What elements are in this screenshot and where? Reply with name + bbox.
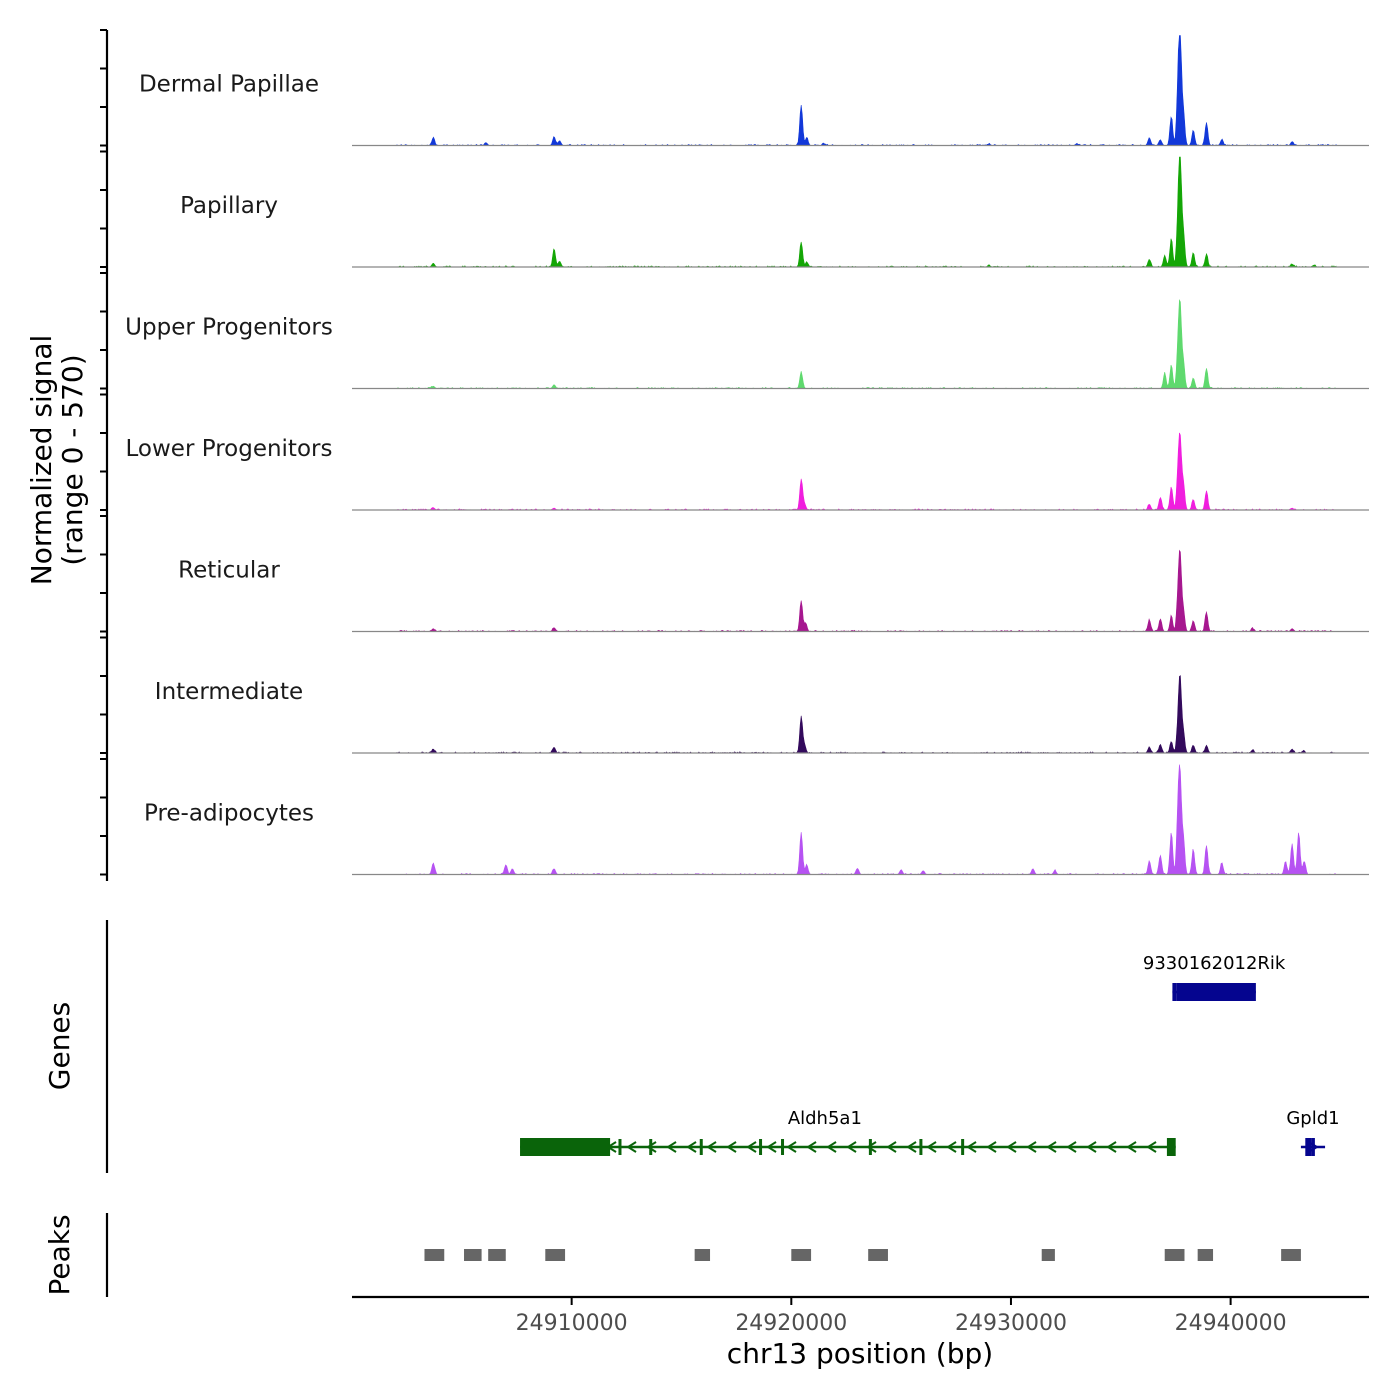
strand-chevron xyxy=(1026,1141,1037,1153)
signal-y-ticks xyxy=(100,29,107,876)
strand-chevron xyxy=(886,1141,897,1153)
strand-chevron xyxy=(646,1141,657,1153)
strand-chevron xyxy=(706,1141,717,1153)
gene-exon-block xyxy=(1311,1138,1315,1156)
track-label: Pre-adipocytes xyxy=(144,801,314,827)
track-pre-adipocytes: Pre-adipocytes xyxy=(144,764,1369,876)
genes-panel-label: Genes xyxy=(43,1002,76,1090)
strand-chevron xyxy=(806,1141,817,1153)
strand-chevron xyxy=(746,1141,757,1153)
coverage-area xyxy=(394,35,1337,146)
peak-region xyxy=(1197,1249,1214,1261)
gene-label: Gpld1 xyxy=(1286,1108,1339,1129)
peak-region xyxy=(545,1249,566,1261)
gene-gpld1: Gpld1 xyxy=(1286,1108,1340,1156)
strand-chevron xyxy=(846,1141,857,1153)
track-lower-progenitors: Lower Progenitors xyxy=(126,432,1369,511)
strand-chevron xyxy=(826,1141,837,1153)
coverage-area xyxy=(395,549,1337,632)
strand-chevron xyxy=(666,1141,677,1153)
x-axis-ticks: 24910000 24920000 24930000 24940000 xyxy=(516,1297,1287,1336)
coverage-area xyxy=(395,298,1338,389)
strand-chevron xyxy=(1086,1141,1097,1153)
coverage-tracks: Dermal Papillae Papillary Upper Progenitor… xyxy=(125,35,1369,876)
gene-exon xyxy=(759,1139,763,1155)
y-axis-title-line-1: Normalized signal xyxy=(25,335,58,586)
track-dermal-papillae: Dermal Papillae xyxy=(139,35,1369,147)
y-axis-title-line-2: (range 0 - 570) xyxy=(56,354,89,565)
gene-exon-block xyxy=(1172,983,1177,1001)
peak-region xyxy=(424,1249,445,1261)
gene-exon xyxy=(699,1139,703,1155)
strand-chevron xyxy=(966,1141,977,1153)
x-axis-title: chr13 position (bp) xyxy=(727,1337,993,1370)
gene-exon xyxy=(961,1139,965,1155)
track-intermediate: Intermediate xyxy=(155,675,1369,754)
gene-aldh5a1: Aldh5a1 xyxy=(520,1108,1176,1156)
peak-region xyxy=(791,1249,812,1261)
strand-chevron xyxy=(1046,1141,1057,1153)
peak-region xyxy=(1164,1249,1185,1261)
peak-region xyxy=(868,1249,888,1261)
strand-chevron xyxy=(986,1141,997,1153)
strand-chevron xyxy=(626,1141,637,1153)
track-label: Intermediate xyxy=(155,679,303,705)
peak-region xyxy=(464,1249,482,1261)
track-label: Dermal Papillae xyxy=(139,72,319,98)
strand-chevron xyxy=(686,1141,697,1153)
x-tick-label: 24930000 xyxy=(955,1311,1067,1336)
strand-chevron xyxy=(766,1141,777,1153)
axis-lines xyxy=(105,30,1369,1299)
peak-region xyxy=(694,1249,711,1261)
strand-chevron xyxy=(1126,1141,1137,1153)
strand-chevron xyxy=(1106,1141,1117,1153)
gene-track: 9330162012Rik Aldh5a1 Gpld1 xyxy=(520,953,1340,1156)
x-tick-label: 24910000 xyxy=(516,1311,628,1336)
peak-region xyxy=(488,1249,506,1261)
gene-exon-block xyxy=(1166,1138,1176,1156)
strand-chevron xyxy=(1146,1141,1157,1153)
y-axis-title: Normalized signal (range 0 - 570) xyxy=(25,335,89,586)
strand-chevron xyxy=(726,1141,737,1153)
strand-chevron xyxy=(1006,1141,1017,1153)
gene-exon xyxy=(781,1139,785,1155)
peak-track xyxy=(424,1249,1301,1261)
gene-label: Aldh5a1 xyxy=(788,1108,862,1129)
gene-exon-block xyxy=(520,1138,611,1156)
track-label: Upper Progenitors xyxy=(125,315,333,341)
strand-chevron xyxy=(946,1141,957,1153)
x-tick-label: 24940000 xyxy=(1175,1311,1287,1336)
gene-exon xyxy=(618,1139,622,1155)
peak-region xyxy=(1281,1249,1301,1261)
gene-exon xyxy=(649,1139,653,1155)
x-tick-label: 24920000 xyxy=(735,1311,847,1336)
coverage-area xyxy=(395,432,1337,511)
strand-chevron xyxy=(906,1141,917,1153)
coverage-area xyxy=(395,675,1337,754)
track-reticular: Reticular xyxy=(178,549,1369,633)
peaks-panel-label: Peaks xyxy=(43,1214,76,1295)
gene-exon-block xyxy=(1305,1138,1312,1156)
strand-chevron xyxy=(786,1141,797,1153)
gene-exon xyxy=(919,1139,923,1155)
track-papillary: Papillary xyxy=(180,156,1369,268)
gene-exon-block xyxy=(1176,983,1256,1001)
gene-label: 9330162012Rik xyxy=(1143,953,1286,974)
gene-9330162012rik: 9330162012Rik xyxy=(1143,953,1286,1001)
strand-chevron xyxy=(866,1141,877,1153)
strand-chevron xyxy=(1066,1141,1077,1153)
strand-chevron xyxy=(926,1141,937,1153)
track-label: Lower Progenitors xyxy=(126,436,333,462)
track-upper-progenitors: Upper Progenitors xyxy=(125,298,1369,390)
peak-region xyxy=(1041,1249,1055,1261)
coverage-area xyxy=(395,156,1337,268)
track-label: Reticular xyxy=(178,558,280,584)
gene-exon xyxy=(868,1139,872,1155)
coverage-area xyxy=(395,764,1337,875)
track-label: Papillary xyxy=(180,193,278,219)
